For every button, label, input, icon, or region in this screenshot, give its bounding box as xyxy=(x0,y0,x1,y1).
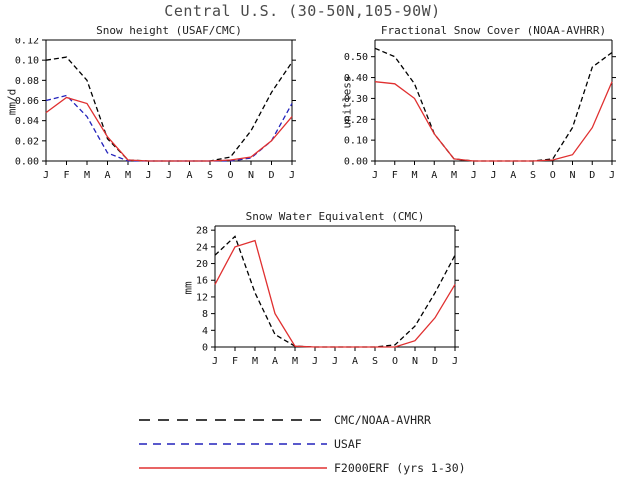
x-tick-label: F xyxy=(63,170,69,181)
y-tick-label: 0.20 xyxy=(344,115,368,126)
snow-cover-title: Fractional Snow Cover (NOAA-AVHRR) xyxy=(380,24,607,37)
x-tick-label: J xyxy=(332,356,338,367)
series-F2000ERF (yrs 1-30) xyxy=(374,81,613,162)
y-tick-label: 16 xyxy=(196,276,208,287)
y-tick-label: 0.50 xyxy=(344,52,368,63)
snow-height-panel: Snow height (USAF/CMC) mm/d 0.00 0.02 0.04… xyxy=(0,24,312,194)
y-tick-label: 0.06 xyxy=(15,96,39,107)
y-tick-label: 0.12 xyxy=(15,38,39,47)
x-tick-label: S xyxy=(207,170,213,181)
legend-label: USAF xyxy=(334,437,362,451)
series-F2000ERF (yrs 1-30) xyxy=(45,96,293,162)
x-tick-label: J xyxy=(490,170,496,181)
snow-cover-chart: 0.00 0.10 0.20 0.30 0.40 0.50 J F M A M J J A S O N D J xyxy=(344,39,616,181)
x-tick-label: M xyxy=(451,170,457,181)
x-tick-label: D xyxy=(268,170,274,181)
series-F2000ERF (yrs 1-30) xyxy=(214,239,456,348)
x-tick-label: J xyxy=(289,170,295,181)
y-tick-label: 0.08 xyxy=(15,76,39,87)
x-tick-label: A xyxy=(352,356,358,367)
x-tick-label: N xyxy=(412,356,418,367)
x-tick-label: F xyxy=(232,356,238,367)
x-tick-label: J xyxy=(43,170,49,181)
x-tick-label: S xyxy=(372,356,378,367)
snow-height-chart: 0.00 0.02 0.04 0.06 0.08 0.10 0.12 J F M A M J J A S O N D… xyxy=(15,38,296,181)
y-tick-label: 20 xyxy=(196,259,208,270)
x-tick-label: J xyxy=(609,170,615,181)
legend-item-cmc-noaa-avhrr: CMC/NOAA-AVHRR xyxy=(138,408,466,432)
snow-height-title: Snow height (USAF/CMC) xyxy=(96,24,242,37)
y-tick-label: 0 xyxy=(202,343,208,354)
x-tick-label: A xyxy=(431,170,437,181)
y-tick-label: 0.02 xyxy=(15,136,39,147)
swe-title: Snow Water Equivalent (CMC) xyxy=(245,210,425,223)
series-USAF xyxy=(45,94,293,162)
y-tick-label: 4 xyxy=(202,326,208,337)
x-tick-label: M xyxy=(125,170,131,181)
y-tick-label: 24 xyxy=(196,242,208,253)
f2000erf-solid-line-swatch xyxy=(139,467,327,469)
x-tick-label: J xyxy=(212,356,218,367)
x-tick-label: F xyxy=(392,170,398,181)
y-tick-label: 12 xyxy=(196,292,208,303)
y-tick-label: 0.10 xyxy=(344,136,368,147)
x-tick-label: A xyxy=(510,170,516,181)
y-tick-label: 0.00 xyxy=(344,157,368,168)
snow-cover-panel: Fractional Snow Cover (NOAA-AVHRR) unitl… xyxy=(340,24,617,194)
x-tick-label: M xyxy=(84,170,90,181)
legend-label: CMC/NOAA-AVHRR xyxy=(334,413,431,427)
y-tick-label: 8 xyxy=(202,309,208,320)
legend-item-usaf: USAF xyxy=(138,432,466,456)
x-tick-label: M xyxy=(292,356,298,367)
x-tick-label: M xyxy=(411,170,417,181)
x-tick-label: N xyxy=(569,170,575,181)
y-tick-label: 0.10 xyxy=(15,56,39,67)
page-title: Central U.S. (30-50N,105-90W) xyxy=(164,2,441,20)
y-tick-label: 0.04 xyxy=(15,116,39,127)
x-tick-label: A xyxy=(104,170,110,181)
swe-panel: Snow Water Equivalent (CMC) mm 0 4 8 12 16 20… xyxy=(180,210,472,380)
series-CMC/NOAA-AVHRR xyxy=(214,235,456,348)
y-tick-label: 28 xyxy=(196,226,208,237)
legend-label: F2000ERF (yrs 1-30) xyxy=(334,461,466,475)
x-tick-label: D xyxy=(432,356,438,367)
x-tick-label: J xyxy=(145,170,151,181)
legend: CMC/NOAA-AVHRR USAF F2000ERF (yrs 1-30) xyxy=(138,408,466,480)
legend-item-f2000erf: F2000ERF (yrs 1-30) xyxy=(138,456,466,480)
x-tick-label: O xyxy=(392,356,398,367)
x-tick-label: A xyxy=(186,170,192,181)
x-tick-label: J xyxy=(372,170,378,181)
x-tick-label: M xyxy=(252,356,258,367)
x-tick-label: O xyxy=(227,170,233,181)
usaf-dashed-line-swatch xyxy=(139,443,327,445)
swe-chart: 0 4 8 12 16 20 24 28 J F M A M J J A S O N D J xyxy=(196,225,459,367)
y-tick-label: 0.40 xyxy=(344,73,368,84)
x-tick-label: A xyxy=(272,356,278,367)
x-tick-label: J xyxy=(452,356,458,367)
y-tick-label: 0.00 xyxy=(15,157,39,168)
x-tick-label: S xyxy=(530,170,536,181)
x-tick-label: J xyxy=(312,356,318,367)
series-CMC/NOAA-AVHRR xyxy=(45,56,293,162)
y-tick-label: 0.30 xyxy=(344,94,368,105)
cmc-dashed-line-swatch xyxy=(139,419,327,421)
x-tick-label: D xyxy=(589,170,595,181)
x-tick-label: O xyxy=(550,170,556,181)
x-tick-label: J xyxy=(471,170,477,181)
x-tick-label: J xyxy=(166,170,172,181)
x-tick-label: N xyxy=(248,170,254,181)
series-CMC/NOAA-AVHRR xyxy=(374,47,613,162)
